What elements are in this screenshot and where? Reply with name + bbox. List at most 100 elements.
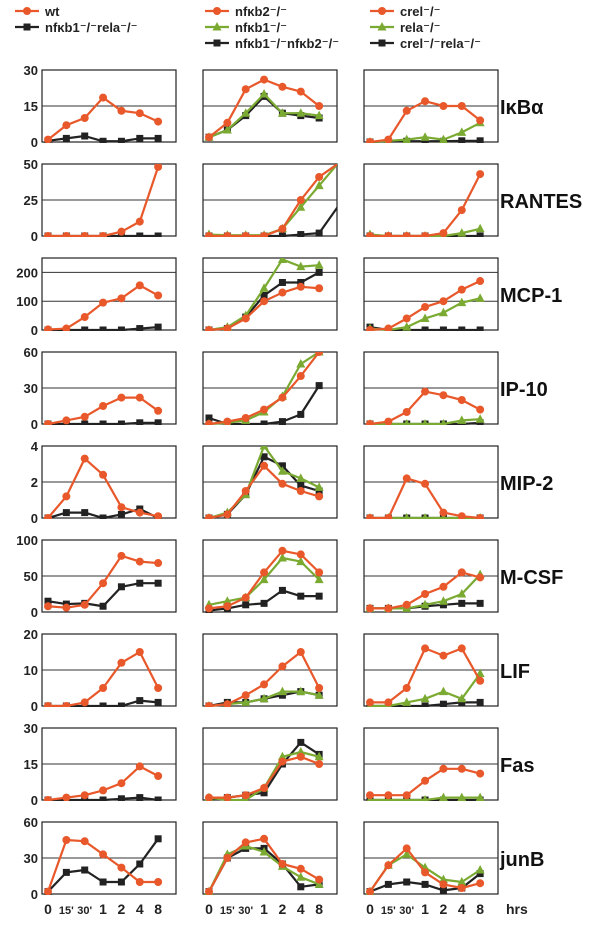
data-point bbox=[136, 860, 144, 868]
data-point bbox=[136, 579, 144, 587]
x-tick-label: 4 bbox=[297, 901, 305, 917]
data-point bbox=[99, 298, 108, 307]
panel-series-group bbox=[44, 393, 163, 425]
data-point bbox=[314, 260, 324, 269]
data-point bbox=[476, 137, 484, 143]
data-point bbox=[384, 880, 392, 888]
data-point bbox=[99, 93, 108, 102]
y-tick-label: 25 bbox=[24, 193, 38, 208]
legend-label: crel⁻/⁻rela⁻/⁻ bbox=[400, 36, 481, 51]
data-point bbox=[476, 232, 484, 237]
data-point bbox=[80, 114, 89, 122]
panel-series-group bbox=[204, 834, 324, 895]
data-point bbox=[421, 387, 430, 396]
x-tick-label: 8 bbox=[315, 901, 323, 917]
x-tick-label: 2 bbox=[440, 901, 448, 917]
data-point bbox=[241, 487, 250, 495]
data-point bbox=[476, 405, 485, 414]
data-point bbox=[205, 514, 213, 519]
data-point bbox=[117, 795, 125, 801]
data-point bbox=[260, 232, 269, 237]
data-point bbox=[297, 883, 305, 891]
panel-series-group bbox=[44, 164, 163, 237]
data-point bbox=[62, 416, 71, 425]
legend-label: nfκb1⁻/⁻ bbox=[235, 20, 287, 35]
data-point bbox=[315, 268, 323, 276]
data-point bbox=[278, 662, 287, 671]
data-point bbox=[439, 601, 447, 609]
y-tick-label: 0 bbox=[31, 887, 38, 902]
data-point bbox=[457, 396, 466, 404]
data-point bbox=[277, 751, 287, 761]
data-point bbox=[296, 686, 306, 696]
data-point bbox=[403, 878, 411, 886]
data-point bbox=[384, 604, 393, 613]
panel-series-group bbox=[44, 454, 163, 519]
data-point bbox=[117, 863, 126, 872]
panel-series-group bbox=[204, 738, 324, 801]
panel-series-group bbox=[366, 764, 485, 801]
data-point bbox=[315, 492, 324, 501]
data-point bbox=[278, 546, 287, 555]
data-point bbox=[135, 878, 144, 886]
data-point bbox=[315, 102, 324, 110]
data-point bbox=[154, 323, 162, 331]
data-point bbox=[277, 258, 287, 263]
data-point bbox=[44, 232, 52, 237]
data-point bbox=[296, 87, 305, 96]
legend-label: nfκb1⁻/⁻rela⁻/⁻ bbox=[45, 20, 138, 35]
data-point bbox=[205, 793, 213, 801]
data-point bbox=[260, 461, 269, 470]
data-point bbox=[297, 482, 305, 490]
data-point bbox=[384, 514, 393, 519]
legend-marker bbox=[212, 22, 222, 31]
data-point bbox=[99, 470, 108, 479]
data-point bbox=[314, 879, 324, 888]
data-point bbox=[315, 487, 323, 495]
data-point bbox=[154, 684, 163, 692]
data-point bbox=[403, 513, 410, 519]
data-point bbox=[99, 702, 107, 707]
data-point bbox=[117, 510, 125, 518]
data-point bbox=[475, 865, 485, 874]
x-tick-label: 1 bbox=[421, 901, 429, 917]
data-point bbox=[476, 573, 485, 582]
data-point bbox=[438, 596, 448, 605]
x-tick-label: 30' bbox=[77, 905, 92, 917]
data-point bbox=[315, 684, 324, 692]
data-point bbox=[384, 791, 393, 800]
data-point bbox=[440, 419, 447, 425]
panel-series-group bbox=[205, 352, 324, 425]
y-tick-label: 200 bbox=[16, 265, 38, 280]
data-point bbox=[81, 420, 89, 425]
data-point bbox=[81, 509, 89, 517]
data-point bbox=[223, 510, 232, 519]
y-tick-label: 50 bbox=[24, 157, 38, 172]
data-point bbox=[241, 697, 251, 706]
data-point bbox=[223, 118, 232, 127]
data-point bbox=[44, 420, 52, 425]
data-point bbox=[475, 792, 485, 801]
data-point bbox=[241, 314, 250, 323]
data-point bbox=[421, 776, 430, 785]
data-point bbox=[62, 324, 71, 331]
y-tick-label: 0 bbox=[31, 793, 38, 808]
x-tick-label: 15' bbox=[381, 905, 396, 917]
x-tick-label: 1 bbox=[99, 901, 107, 917]
data-point bbox=[62, 492, 71, 501]
data-point bbox=[205, 232, 213, 237]
x-tick-label: 4 bbox=[136, 901, 144, 917]
legend-marker bbox=[23, 23, 31, 31]
data-point bbox=[154, 579, 162, 587]
data-point bbox=[205, 604, 213, 613]
data-point bbox=[296, 487, 305, 495]
data-point bbox=[223, 793, 232, 801]
data-point bbox=[241, 691, 250, 700]
data-point bbox=[99, 137, 107, 143]
data-point bbox=[205, 414, 213, 422]
legend-marker bbox=[213, 39, 221, 47]
data-point bbox=[457, 764, 466, 773]
data-point bbox=[62, 868, 70, 876]
data-point bbox=[260, 599, 268, 607]
data-point bbox=[297, 231, 305, 237]
